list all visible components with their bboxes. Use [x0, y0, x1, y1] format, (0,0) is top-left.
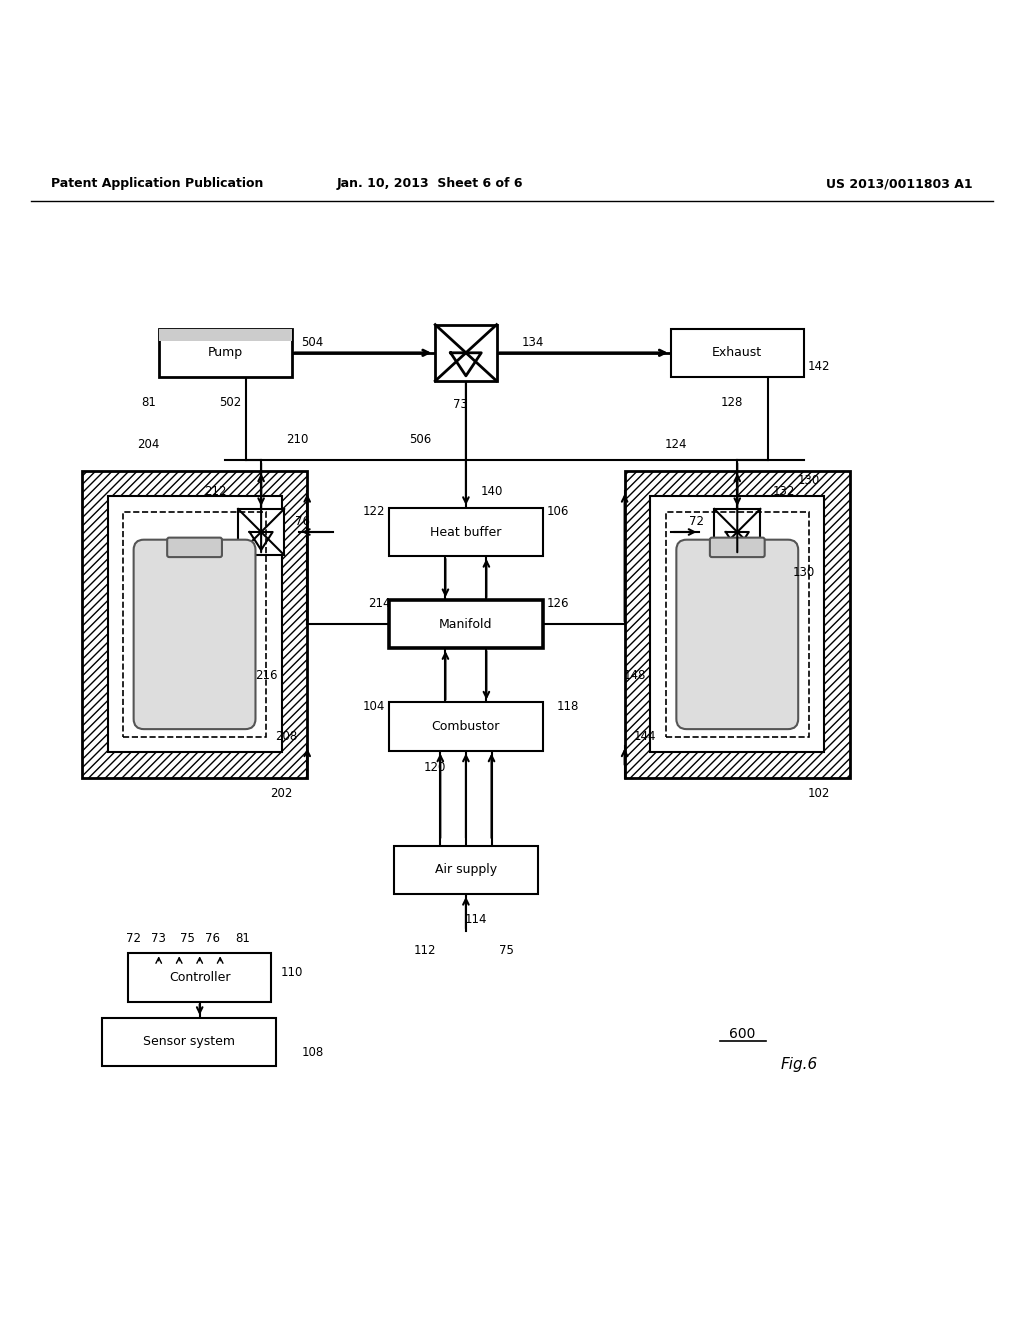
Text: Fig.6: Fig.6: [780, 1057, 817, 1072]
Bar: [435, 325, 497, 381]
Bar: [394, 846, 538, 894]
Text: 212: 212: [204, 484, 226, 498]
Bar: [389, 508, 543, 556]
Text: 214: 214: [368, 597, 390, 610]
Text: 112: 112: [414, 944, 436, 957]
Bar: [715, 510, 760, 554]
Text: 118: 118: [557, 700, 580, 713]
Text: Air supply: Air supply: [435, 863, 497, 876]
Text: Jan. 10, 2013  Sheet 6 of 6: Jan. 10, 2013 Sheet 6 of 6: [337, 177, 523, 190]
Text: 73: 73: [152, 932, 166, 945]
FancyBboxPatch shape: [676, 540, 799, 729]
Text: 148: 148: [624, 669, 646, 682]
Text: 73: 73: [454, 397, 468, 411]
Text: 204: 204: [137, 438, 160, 451]
Text: 76: 76: [206, 932, 220, 945]
Bar: [389, 702, 543, 751]
Bar: [128, 953, 271, 1002]
Text: 104: 104: [362, 700, 385, 713]
Text: Sensor system: Sensor system: [143, 1035, 236, 1048]
Bar: [102, 1018, 276, 1067]
Bar: [159, 329, 292, 378]
Bar: [666, 512, 809, 737]
Text: Controller: Controller: [169, 972, 230, 983]
Text: 124: 124: [665, 438, 687, 451]
Text: 126: 126: [547, 597, 569, 610]
Text: 75: 75: [500, 944, 514, 957]
Text: 202: 202: [270, 787, 293, 800]
FancyBboxPatch shape: [167, 537, 222, 557]
Bar: [238, 510, 285, 554]
Text: 72: 72: [689, 515, 703, 528]
Text: 210: 210: [286, 433, 308, 446]
Bar: [108, 496, 282, 752]
Text: 81: 81: [236, 932, 250, 945]
Bar: [389, 601, 543, 648]
Text: Manifold: Manifold: [439, 618, 493, 631]
Bar: [159, 329, 292, 341]
Text: US 2013/0011803 A1: US 2013/0011803 A1: [826, 177, 973, 190]
Bar: [625, 470, 850, 777]
Text: 120: 120: [424, 762, 446, 774]
Text: 132: 132: [772, 484, 795, 498]
Text: 142: 142: [808, 360, 830, 374]
Text: 102: 102: [808, 787, 830, 800]
Bar: [123, 512, 266, 737]
Text: 108: 108: [301, 1045, 324, 1059]
Text: 506: 506: [409, 433, 431, 446]
Bar: [82, 470, 307, 777]
Text: Patent Application Publication: Patent Application Publication: [51, 177, 263, 190]
Bar: [82, 470, 307, 777]
Text: 110: 110: [281, 966, 303, 979]
Text: 130: 130: [793, 566, 815, 579]
Text: 114: 114: [465, 913, 487, 927]
Text: 504: 504: [301, 337, 324, 348]
Text: 72: 72: [126, 932, 140, 945]
Text: 600: 600: [729, 1027, 756, 1040]
Text: 208: 208: [275, 730, 298, 743]
FancyBboxPatch shape: [133, 540, 256, 729]
Text: Pump: Pump: [208, 346, 243, 359]
Text: 502: 502: [219, 396, 242, 409]
Text: 216: 216: [255, 669, 278, 682]
Text: 76: 76: [295, 515, 309, 528]
Text: 128: 128: [721, 396, 743, 409]
Text: 134: 134: [521, 337, 544, 348]
Text: 122: 122: [362, 506, 385, 517]
FancyBboxPatch shape: [710, 537, 765, 557]
Text: Heat buffer: Heat buffer: [430, 525, 502, 539]
Text: Exhaust: Exhaust: [713, 346, 762, 359]
Text: 75: 75: [180, 932, 195, 945]
Bar: [671, 329, 804, 378]
Text: 144: 144: [634, 730, 656, 743]
Text: 81: 81: [141, 396, 156, 409]
Text: 106: 106: [547, 506, 569, 517]
Text: Combustor: Combustor: [432, 721, 500, 733]
Text: 140: 140: [480, 484, 503, 498]
Bar: [650, 496, 824, 752]
Text: 130: 130: [798, 474, 820, 487]
Bar: [625, 470, 850, 777]
